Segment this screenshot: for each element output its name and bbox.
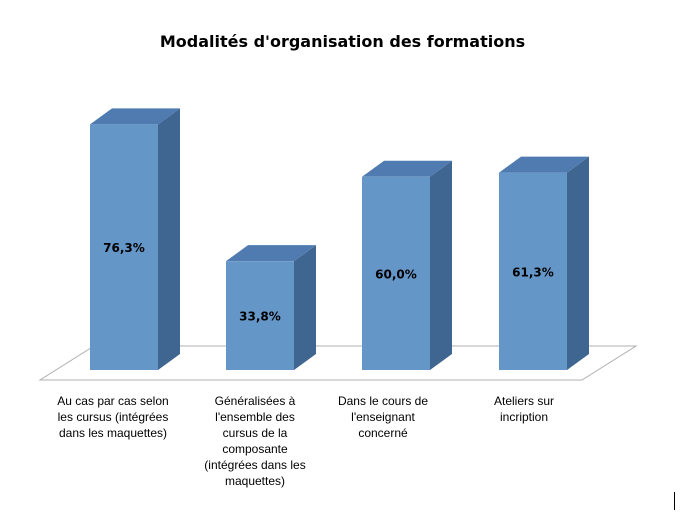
bar-side bbox=[567, 156, 589, 370]
category-label-4: Ateliers sur incription bbox=[493, 394, 555, 424]
bar-2: 33,8% bbox=[226, 245, 316, 370]
bar-top bbox=[90, 108, 180, 125]
bar-front bbox=[90, 124, 158, 371]
bar-4: 61,3% bbox=[499, 156, 589, 370]
bar-side bbox=[158, 108, 180, 371]
data-label: 60,0% bbox=[375, 267, 417, 281]
bar-3: 60,0% bbox=[362, 160, 452, 370]
data-label: 61,3% bbox=[512, 265, 554, 279]
bar-side bbox=[294, 245, 316, 370]
bar-front bbox=[226, 261, 294, 370]
chart-title: Modalités d'organisation des formations bbox=[159, 32, 526, 51]
bar-top bbox=[499, 156, 589, 173]
category-label-2: Généralisées à l'ensemble des cursus de … bbox=[204, 394, 306, 488]
bar-top bbox=[362, 160, 452, 177]
bar-side bbox=[430, 160, 452, 370]
category-label-3: Dans le cours de l'enseignant concerné bbox=[337, 394, 429, 440]
bar-front bbox=[362, 176, 430, 370]
category-label-1: Au cas par cas selon les cursus (intégré… bbox=[57, 394, 169, 440]
bar-top bbox=[226, 245, 316, 262]
data-label: 33,8% bbox=[239, 310, 281, 324]
chart-floor bbox=[38, 345, 638, 381]
bar-front bbox=[499, 172, 567, 370]
data-label: 76,3% bbox=[103, 241, 145, 255]
bar-1: 76,3% bbox=[90, 108, 180, 371]
edge-mark bbox=[674, 492, 675, 510]
